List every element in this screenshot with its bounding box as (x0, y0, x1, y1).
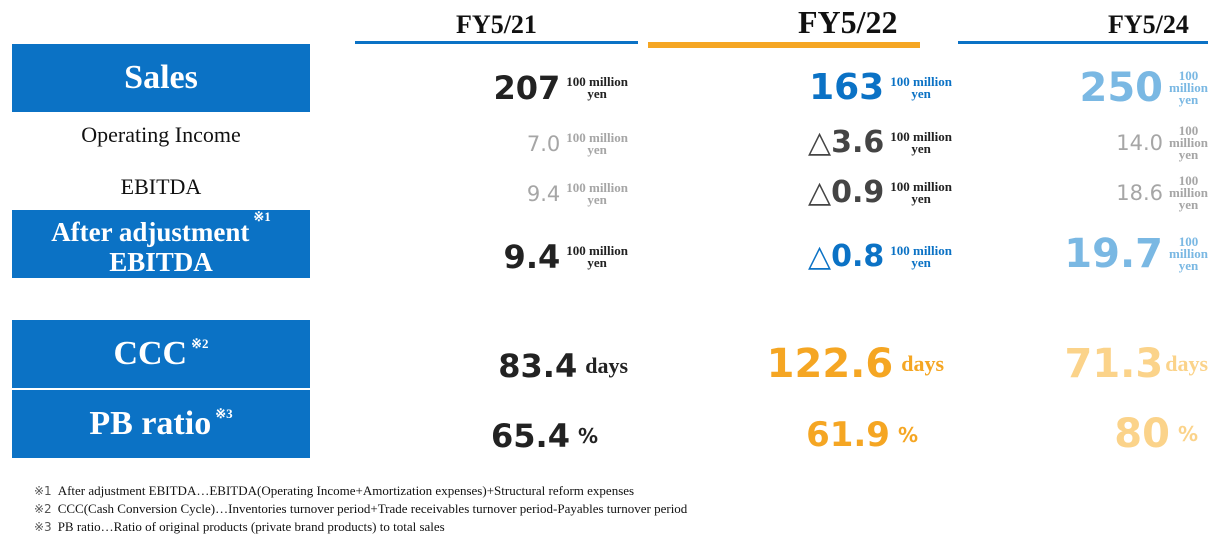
value-ccc-fy22: 122.6 days (660, 340, 944, 388)
value-unit: 100 million yen (566, 180, 628, 207)
footnote-mark: ※2 (191, 336, 209, 351)
value-unit: 100 million yen (566, 74, 628, 101)
footnote-mark: ※2 (34, 502, 52, 516)
value-number: 14.0 (1116, 130, 1163, 155)
column-header-underline (355, 41, 638, 44)
value-number: 83.4 (498, 347, 578, 385)
value-number: 7.0 (526, 131, 561, 156)
value-ebitda-fy21: 9.4 100 million yen (380, 174, 628, 214)
value-number: 65.4 (491, 417, 570, 455)
value-number: 250 (1079, 65, 1163, 111)
row-label-adjusted-ebitda: After adjustment※1 EBITDA (12, 208, 310, 278)
value-unit: % (1177, 422, 1198, 446)
value-unit: 100 million yen (890, 129, 952, 156)
footnote-2: ※2 CCC(Cash Conversion Cycle)…Inventories… (34, 500, 687, 518)
row-label-text: Operating Income (81, 122, 241, 147)
column-header-fy24: FY5/24 (958, 8, 1208, 44)
value-unit: 100 million yen (890, 74, 952, 101)
value-number: 18.6 (1116, 180, 1163, 205)
value-number: 71.3 (1064, 341, 1164, 387)
footnote-text: CCC(Cash Conversion Cycle)…Inventories t… (57, 501, 688, 516)
value-unit: days (1165, 351, 1208, 376)
value-pb-ratio-fy22: 61.9 % (660, 412, 918, 458)
value-unit: days (585, 353, 628, 378)
value-operating-income-fy21: 7.0 100 million yen (380, 124, 628, 164)
row-label-text: CCC (113, 335, 188, 372)
column-header-underline (958, 41, 1208, 44)
value-unit: 100 million yen (1168, 68, 1208, 107)
value-unit: 100 million yen (1168, 173, 1208, 212)
value-sales-fy21: 207 100 million yen (380, 62, 628, 114)
value-unit: % (577, 424, 598, 448)
footnote-mark: ※1 (34, 484, 52, 498)
value-unit: 100 million yen (566, 243, 628, 270)
value-number: 207 (493, 69, 561, 107)
value-number: 19.7 (1064, 231, 1163, 277)
row-label-sales: Sales (12, 44, 310, 112)
footnote-text: PB ratio…Ratio of original products (pri… (57, 519, 445, 534)
value-adjusted-ebitda-fy24: 19.7 100 million yen (960, 228, 1208, 280)
value-sales-fy22: 163 100 million yen (660, 62, 952, 114)
value-operating-income-fy22: △3.6 100 million yen (660, 122, 952, 164)
value-number: 122.6 (766, 341, 894, 387)
value-ebitda-fy24: 18.6 100 million yen (960, 170, 1208, 216)
footnote-1: ※1 After adjustment EBITDA…EBITDA(Operati… (34, 482, 687, 500)
column-header-fy22: FY5/22 (648, 4, 920, 48)
footnote-3: ※3 PB ratio…Ratio of original products (p… (34, 518, 687, 536)
row-label-ccc: CCC ※2 (12, 320, 310, 388)
footnote-mark: ※3 (215, 406, 233, 421)
value-ccc-fy21: 83.4 days (380, 344, 628, 388)
value-unit: 100 million yen (890, 179, 952, 206)
row-label-ebitda: EBITDA (12, 174, 310, 200)
value-number: △0.8 (808, 239, 885, 274)
value-number: 61.9 (806, 415, 890, 455)
value-number: △0.9 (808, 175, 885, 210)
value-unit: 100 million yen (1168, 234, 1208, 273)
value-adjusted-ebitda-fy21: 9.4 100 million yen (380, 232, 628, 282)
value-unit: 100 million yen (890, 243, 952, 270)
value-pb-ratio-fy24: 80 % (960, 410, 1198, 458)
row-label-text: After adjustment※1 EBITDA (51, 208, 271, 277)
row-label-operating-income: Operating Income (12, 122, 310, 148)
value-number: 9.4 (526, 181, 561, 206)
value-unit: 100 million yen (566, 130, 628, 157)
value-number: 163 (809, 67, 885, 108)
value-ebitda-fy22: △0.9 100 million yen (660, 172, 952, 214)
value-number: △3.6 (808, 125, 885, 160)
value-ccc-fy24: 71.3 days (960, 340, 1209, 388)
column-header-fy21: FY5/21 (355, 8, 638, 44)
column-header-label: FY5/22 (798, 4, 898, 40)
footnote-mark: ※1 (253, 208, 271, 224)
value-unit: 100 million yen (1168, 123, 1208, 162)
footnote-text: After adjustment EBITDA…EBITDA(Operating… (57, 483, 635, 498)
value-pb-ratio-fy21: 65.4 % (380, 414, 598, 458)
row-label-pb-ratio: PB ratio ※3 (12, 390, 310, 458)
value-operating-income-fy24: 14.0 100 million yen (960, 120, 1208, 166)
value-unit: days (901, 351, 944, 376)
row-label-line1: After adjustment (51, 216, 250, 247)
column-header-underline (648, 42, 920, 48)
column-header-label: FY5/21 (456, 10, 537, 39)
value-sales-fy24: 250 100 million yen (960, 62, 1208, 114)
row-label-text: EBITDA (120, 174, 202, 199)
value-number: 80 (1114, 411, 1170, 457)
column-header-label: FY5/24 (1108, 10, 1189, 39)
row-label-text: PB ratio (89, 405, 212, 442)
value-number: 9.4 (503, 238, 561, 276)
row-label-line2: EBITDA (109, 246, 213, 277)
value-unit: % (897, 423, 918, 447)
footnotes: ※1 After adjustment EBITDA…EBITDA(Operati… (34, 482, 687, 536)
footnote-mark: ※3 (34, 520, 52, 534)
value-adjusted-ebitda-fy22: △0.8 100 million yen (660, 232, 952, 282)
row-label-text: Sales (124, 59, 198, 96)
